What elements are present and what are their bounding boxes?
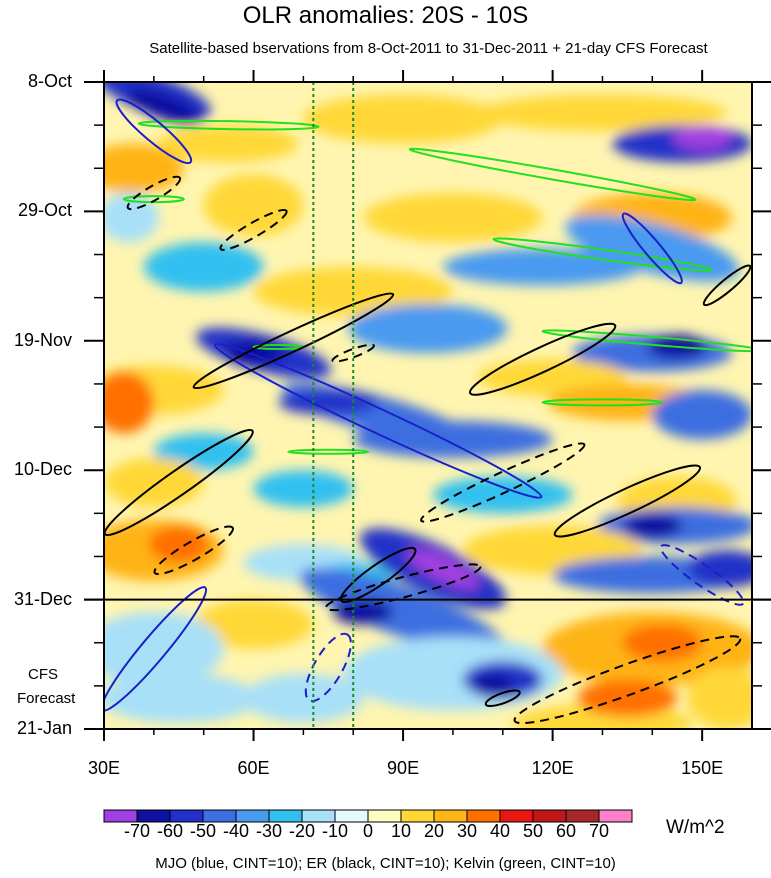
er-contour xyxy=(331,343,375,363)
er-contour xyxy=(219,208,288,251)
anomaly-blob xyxy=(353,420,553,458)
kelvin-contour xyxy=(492,237,713,272)
kelvin-contour xyxy=(541,329,752,353)
anomaly-blob xyxy=(148,525,209,563)
colorbar-label: 20 xyxy=(423,821,445,841)
anomaly-blob xyxy=(577,679,678,717)
er-contour xyxy=(192,292,395,390)
colorbar-label: 40 xyxy=(489,821,511,841)
mjo-contour xyxy=(115,98,193,165)
mjo-contour xyxy=(213,343,543,499)
anomaly-blob xyxy=(104,371,154,434)
colorbar-label: 10 xyxy=(390,821,412,841)
anomaly-blob xyxy=(333,599,394,625)
colorbar-swatch xyxy=(598,809,633,823)
plot-frame xyxy=(103,81,753,730)
olr-anomaly-field xyxy=(104,82,752,729)
kelvin-contour xyxy=(122,195,185,204)
er-contour xyxy=(513,635,742,725)
kelvin-contour xyxy=(541,398,664,407)
anomaly-blob xyxy=(299,567,507,657)
y-tick-label: 19-Nov xyxy=(13,329,72,350)
x-tick-label: 90E xyxy=(387,758,420,778)
y-tick-label: 8-Oct xyxy=(27,71,72,91)
anomaly-blob xyxy=(622,624,703,662)
colorbar-label: 0 xyxy=(362,821,373,841)
colorbar-label: -10 xyxy=(321,821,348,841)
anomaly-blob xyxy=(203,174,304,237)
mjo-contour xyxy=(621,212,683,285)
anomaly-blob xyxy=(348,303,508,354)
contour-legend: MJO (blue, CINT=10); ER (black, CINT=10)… xyxy=(155,855,616,872)
er-contour xyxy=(553,464,702,538)
er-contour xyxy=(702,264,752,307)
colorbar-label: -60 xyxy=(156,821,183,841)
forecast-label-line1: CFS xyxy=(28,666,58,683)
colorbar xyxy=(103,809,633,823)
anomaly-blob xyxy=(687,550,752,588)
x-tick-label: 120E xyxy=(531,758,574,778)
colorbar-label: -40 xyxy=(222,821,249,841)
colorbar-label: -50 xyxy=(189,821,216,841)
y-tick-label: 31-Dec xyxy=(13,588,72,609)
er-contour xyxy=(324,563,482,612)
er-contour xyxy=(104,428,254,537)
colorbar-label: -20 xyxy=(288,821,315,841)
anomaly-blob xyxy=(622,513,683,538)
er-contour xyxy=(126,175,182,211)
anomaly-blob xyxy=(193,599,314,649)
colorbar-label: -70 xyxy=(123,821,150,841)
colorbar-label: 30 xyxy=(456,821,478,841)
colorbar-label: 70 xyxy=(588,821,610,841)
anomaly-blob xyxy=(126,88,202,125)
kelvin-contour xyxy=(287,448,370,455)
mjo-contour xyxy=(104,586,208,712)
colorbar-units: W/m^2 xyxy=(666,817,725,838)
er-contour xyxy=(484,689,521,707)
y-tick-label: 21-Jan xyxy=(16,718,72,738)
anomaly-blob xyxy=(472,673,513,699)
kelvin-contour xyxy=(137,119,320,131)
anomaly-blob xyxy=(672,125,733,150)
x-tick-label: 150E xyxy=(681,758,724,778)
anomaly-blob xyxy=(243,673,364,723)
wave-filter-contours xyxy=(104,82,752,729)
er-contour xyxy=(420,442,586,523)
anomaly-blob xyxy=(104,673,259,723)
anomaly-blob xyxy=(253,266,453,317)
anomaly-blob xyxy=(158,125,299,163)
anomaly-blob xyxy=(253,470,354,508)
er-contour xyxy=(468,322,617,396)
anomaly-blob xyxy=(432,476,573,514)
anomaly-blob xyxy=(477,94,728,132)
anomaly-blob xyxy=(363,192,543,243)
y-tick-label: 29-Oct xyxy=(17,200,72,221)
chart-subtitle: Satellite-based bservations from 8-Oct-2… xyxy=(149,40,708,57)
anomaly-blob xyxy=(104,457,204,508)
x-tick-label: 60E xyxy=(237,758,270,778)
colorbar-label: -30 xyxy=(255,821,282,841)
x-tick-label: 30E xyxy=(87,758,121,778)
anomaly-blob xyxy=(652,390,752,440)
y-tick-label: 10-Dec xyxy=(13,459,72,480)
anomaly-blob xyxy=(687,667,752,729)
er-contour xyxy=(153,525,234,576)
anomaly-blob xyxy=(143,242,264,292)
chart-title: OLR anomalies: 20S - 10S xyxy=(242,2,529,29)
mjo-contour xyxy=(659,544,745,606)
colorbar-label: 60 xyxy=(555,821,577,841)
colorbar-label: 50 xyxy=(522,821,544,841)
anomaly-blob xyxy=(104,611,224,686)
mjo-contour xyxy=(304,632,352,703)
kelvin-contour xyxy=(408,147,697,202)
axes xyxy=(84,70,771,741)
forecast-label-line2: Forecast xyxy=(17,690,76,707)
anomaly-blob xyxy=(442,248,643,286)
anomaly-blob xyxy=(303,94,503,144)
